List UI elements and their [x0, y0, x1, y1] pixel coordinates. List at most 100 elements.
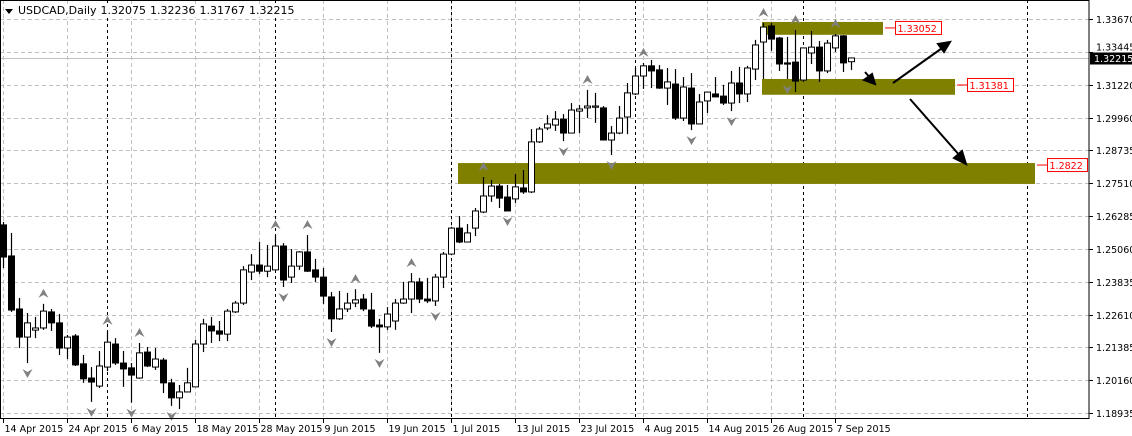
zone-rectangle[interactable]: [762, 78, 955, 95]
fractal-up-icon: [350, 274, 361, 284]
candle-body-bear: [128, 367, 135, 376]
candle: [368, 292, 375, 328]
candle: [192, 340, 199, 388]
candle-body-bear: [48, 311, 55, 324]
y-tick-label: 1.20160: [1096, 376, 1132, 387]
candle-body-bear: [712, 93, 719, 98]
candle: [560, 114, 567, 142]
candle: [808, 31, 815, 64]
fractal-down-icon: [558, 147, 569, 157]
candle-body-bear: [160, 359, 167, 384]
candle-body-bull: [392, 302, 399, 322]
fractal-down-icon: [606, 161, 617, 171]
current-price-label: 1.32215: [1090, 52, 1132, 65]
candle: [168, 378, 175, 406]
zone-rectangle[interactable]: [762, 21, 883, 35]
candle-body-bull: [104, 341, 111, 368]
candle: [432, 273, 439, 307]
candle-body-bull: [488, 185, 495, 197]
fractal-up-icon: [638, 47, 649, 57]
candle: [136, 342, 143, 379]
candle-body-bear: [328, 296, 335, 320]
candle: [760, 23, 767, 79]
y-tick-label: 1.31220: [1096, 81, 1132, 92]
candle: [816, 40, 823, 82]
arrow-down-long[interactable]: [909, 98, 962, 158]
candle: [88, 367, 95, 402]
zone-rectangle[interactable]: [458, 163, 1035, 184]
y-tick-label: 1.27510: [1096, 179, 1132, 190]
dropdown-triangle-icon[interactable]: [5, 8, 13, 14]
candle: [784, 36, 791, 79]
candle: [128, 363, 135, 403]
candle: [184, 367, 191, 393]
period-separators: [107, 0, 1028, 418]
zones: [458, 21, 1035, 184]
candle-body-bull: [552, 118, 559, 126]
candle-body-bear: [312, 269, 319, 278]
candle: [144, 346, 151, 368]
price-axis[interactable]: 1.33670 1.33445 1.31220 1.29960 1.28735 1.275…: [1089, 15, 1132, 420]
fractal-up-icon: [830, 18, 841, 28]
x-tick-label: 24 Apr 2015: [69, 424, 128, 435]
candle-body-bull: [96, 365, 103, 387]
fractal-down-icon: [126, 408, 137, 418]
candle-body-bull: [64, 336, 71, 349]
candle: [416, 277, 423, 304]
candle: [528, 129, 535, 194]
candle: [824, 39, 831, 74]
candle-body-bull: [704, 91, 711, 102]
candle-body-bull: [472, 210, 479, 229]
candle: [504, 184, 511, 212]
candle-body-bull: [232, 302, 239, 313]
candle-body-bear: [0, 224, 7, 258]
candle-body-bull: [408, 281, 415, 300]
candle-body-bull: [24, 322, 31, 338]
candle-body-bull: [528, 141, 535, 193]
candles: [0, 23, 855, 410]
candle: [552, 111, 559, 131]
candle-body-bull: [480, 195, 487, 213]
y-tick-label: 1.29960: [1096, 114, 1132, 125]
candle-body-bull: [616, 117, 623, 134]
candle: [776, 36, 783, 71]
candle-body-bull: [264, 265, 271, 272]
fractal-down-icon: [726, 117, 737, 127]
y-tick-label: 1.33445: [1096, 43, 1132, 54]
candle: [176, 384, 183, 410]
trend-arrows[interactable]: [861, 40, 968, 166]
candle-body-bear: [648, 65, 655, 72]
y-tick-label: 1.18935: [1096, 409, 1132, 420]
candle-body-bear: [504, 196, 511, 212]
arrow-up[interactable]: [892, 45, 946, 84]
candle: [104, 330, 111, 372]
candle-body-bear: [168, 382, 175, 399]
close-value: 1.32215: [249, 4, 295, 17]
candle: [712, 77, 719, 98]
candle-body-bull: [632, 75, 639, 95]
fractal-down-icon: [374, 358, 385, 368]
candle-body-bear: [256, 264, 263, 272]
x-tick-label: 26 Aug 2015: [773, 424, 834, 435]
x-tick-label: 13 Jul 2015: [517, 424, 571, 435]
candle: [0, 221, 7, 268]
candle: [48, 308, 55, 331]
candle: [696, 93, 703, 125]
y-tick-label: 1.22610: [1096, 311, 1132, 322]
candle: [616, 106, 623, 135]
arrowhead-icon: [952, 149, 968, 166]
zone-label-box: [1047, 158, 1088, 173]
candle-body-bull: [752, 44, 759, 70]
candle: [112, 338, 119, 365]
candle-body-bull: [40, 310, 47, 329]
time-axis[interactable]: 14 Apr 2015 24 Apr 2015 6 May 2015 18 May 2…: [3, 418, 891, 435]
zone-label-box: [895, 20, 942, 35]
x-tick-label: 6 May 2015: [133, 424, 189, 435]
current-price-text: 1.32215: [1094, 54, 1132, 65]
candle-body-bull: [384, 313, 391, 328]
candle: [56, 314, 63, 356]
candle-body-bear: [776, 37, 783, 65]
candle: [216, 321, 223, 342]
candle-body-bull: [760, 26, 767, 43]
